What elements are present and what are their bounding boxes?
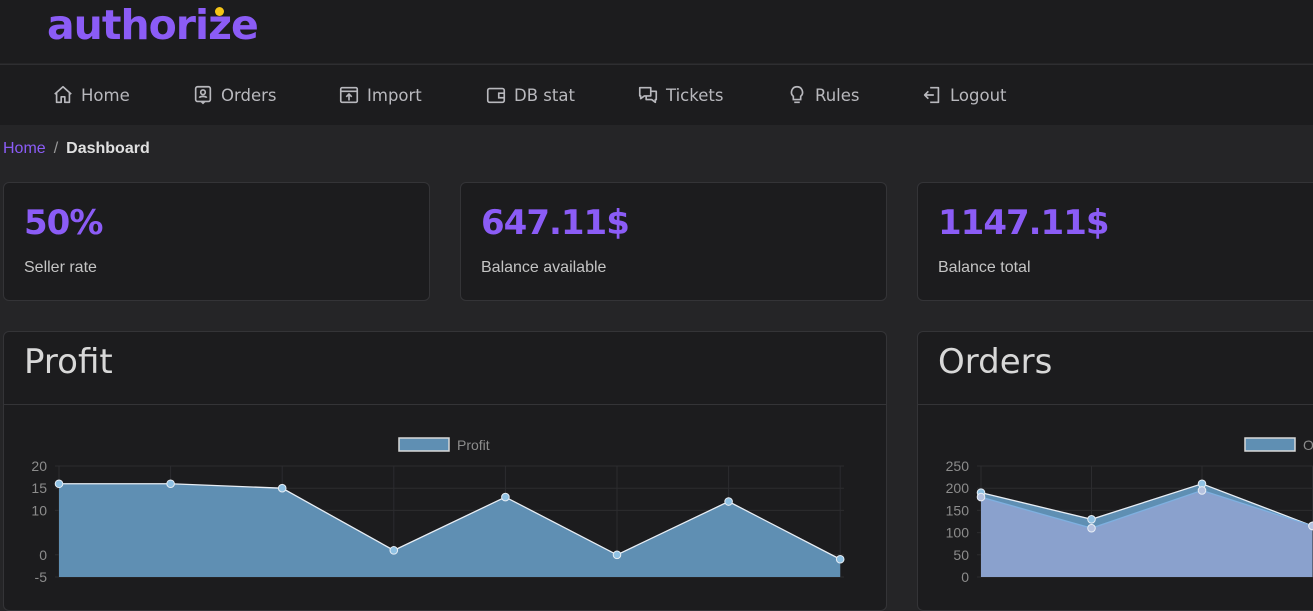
- stat-card-seller-rate: 50% Seller rate: [3, 182, 430, 301]
- data-point: [835, 554, 845, 564]
- y-tick-label: 20: [31, 458, 47, 474]
- breadcrumb: Home / Dashboard: [3, 140, 150, 158]
- import-icon: [339, 86, 359, 104]
- breadcrumb-current: Dashboard: [66, 140, 150, 157]
- chart-divider: [4, 404, 886, 405]
- legend-swatch: [398, 437, 450, 452]
- data-point: [1087, 523, 1096, 533]
- breadcrumb-separator: /: [53, 140, 59, 157]
- nav-item-rules[interactable]: Rules: [786, 65, 860, 125]
- profit-chart-card: Profit 20 15 10 0 -5 Profit: [3, 331, 887, 611]
- data-point: [1087, 514, 1096, 524]
- stat-value: 647.11$: [481, 203, 630, 243]
- home-icon: [54, 85, 72, 104]
- data-point: [1197, 486, 1207, 495]
- orders-icon: [194, 85, 212, 105]
- y-tick-label: 0: [961, 569, 969, 585]
- nav-item-db-stat[interactable]: DB stat: [485, 65, 575, 125]
- nav-item-import[interactable]: Import: [338, 65, 422, 125]
- stat-card-balance-available: 647.11$ Balance available: [460, 182, 887, 301]
- data-point: [389, 546, 399, 555]
- series-line: [980, 483, 1313, 527]
- wallet-icon: [486, 87, 506, 104]
- nav-item-logout[interactable]: Logout: [921, 65, 1007, 125]
- series-area: [59, 483, 841, 577]
- nav-item-orders[interactable]: Orders: [192, 65, 277, 125]
- logout-icon: [923, 86, 940, 104]
- stat-value: 1147.11$: [938, 203, 1110, 243]
- nav-item-tickets[interactable]: Tickets: [637, 65, 723, 125]
- nav-label: Tickets: [666, 85, 724, 105]
- y-tick-label: 200: [946, 480, 970, 496]
- y-tick-label: 15: [31, 480, 47, 496]
- y-tick-label: 50: [953, 547, 969, 563]
- series-area: [981, 490, 1313, 577]
- data-point: [54, 479, 64, 489]
- nav-label: Rules: [815, 85, 860, 105]
- chat-icon: [638, 86, 658, 104]
- legend-swatch: [1244, 437, 1296, 452]
- brand-logo[interactable]: authorize: [47, 1, 259, 49]
- y-tick-label: 100: [946, 525, 970, 541]
- nav-label: Import: [367, 85, 422, 105]
- stat-card-balance-total: 1147.11$ Balance total: [917, 182, 1313, 301]
- series-line: [59, 483, 841, 560]
- chart-title: Orders: [938, 342, 1053, 382]
- profit-chart: 20 15 10 0 -5 Profit: [31, 437, 845, 585]
- data-point: [277, 483, 287, 493]
- breadcrumb-home-link[interactable]: Home: [3, 140, 46, 157]
- main-navbar: Home Orders Import DB stat Tickets Rules…: [0, 64, 1313, 125]
- chart-divider: [918, 404, 1313, 405]
- chart-title: Profit: [24, 342, 113, 382]
- orders-chart-card: Orders 250 200 150 100 50 0 O: [917, 331, 1313, 611]
- data-point: [976, 492, 986, 502]
- y-tick-label: 250: [946, 458, 970, 474]
- nav-label: DB stat: [514, 85, 575, 105]
- nav-label: Home: [81, 85, 130, 105]
- y-tick-label: -5: [35, 569, 48, 585]
- legend-label: O: [1303, 437, 1313, 453]
- y-tick-label: 0: [39, 547, 47, 563]
- stat-label: Balance available: [481, 259, 607, 276]
- nav-item-home[interactable]: Home: [52, 65, 130, 125]
- nav-label: Logout: [950, 85, 1007, 105]
- data-point: [612, 550, 622, 560]
- nav-label: Orders: [221, 85, 277, 105]
- stat-label: Balance total: [938, 259, 1031, 276]
- data-point: [166, 479, 175, 489]
- data-point: [1308, 521, 1313, 531]
- stat-label: Seller rate: [24, 259, 97, 276]
- logo-bar: authorize: [0, 0, 1313, 63]
- logo-dot: [215, 7, 224, 16]
- legend-label: Profit: [457, 437, 490, 453]
- y-tick-label: 10: [31, 502, 47, 518]
- lightbulb-icon: [790, 85, 804, 104]
- stat-value: 50%: [24, 203, 103, 243]
- series-line: [980, 489, 1313, 529]
- data-point: [724, 497, 733, 506]
- y-tick-label: 150: [946, 502, 970, 518]
- data-point: [501, 492, 510, 502]
- orders-chart: 250 200 150 100 50 0 O: [946, 437, 1313, 585]
